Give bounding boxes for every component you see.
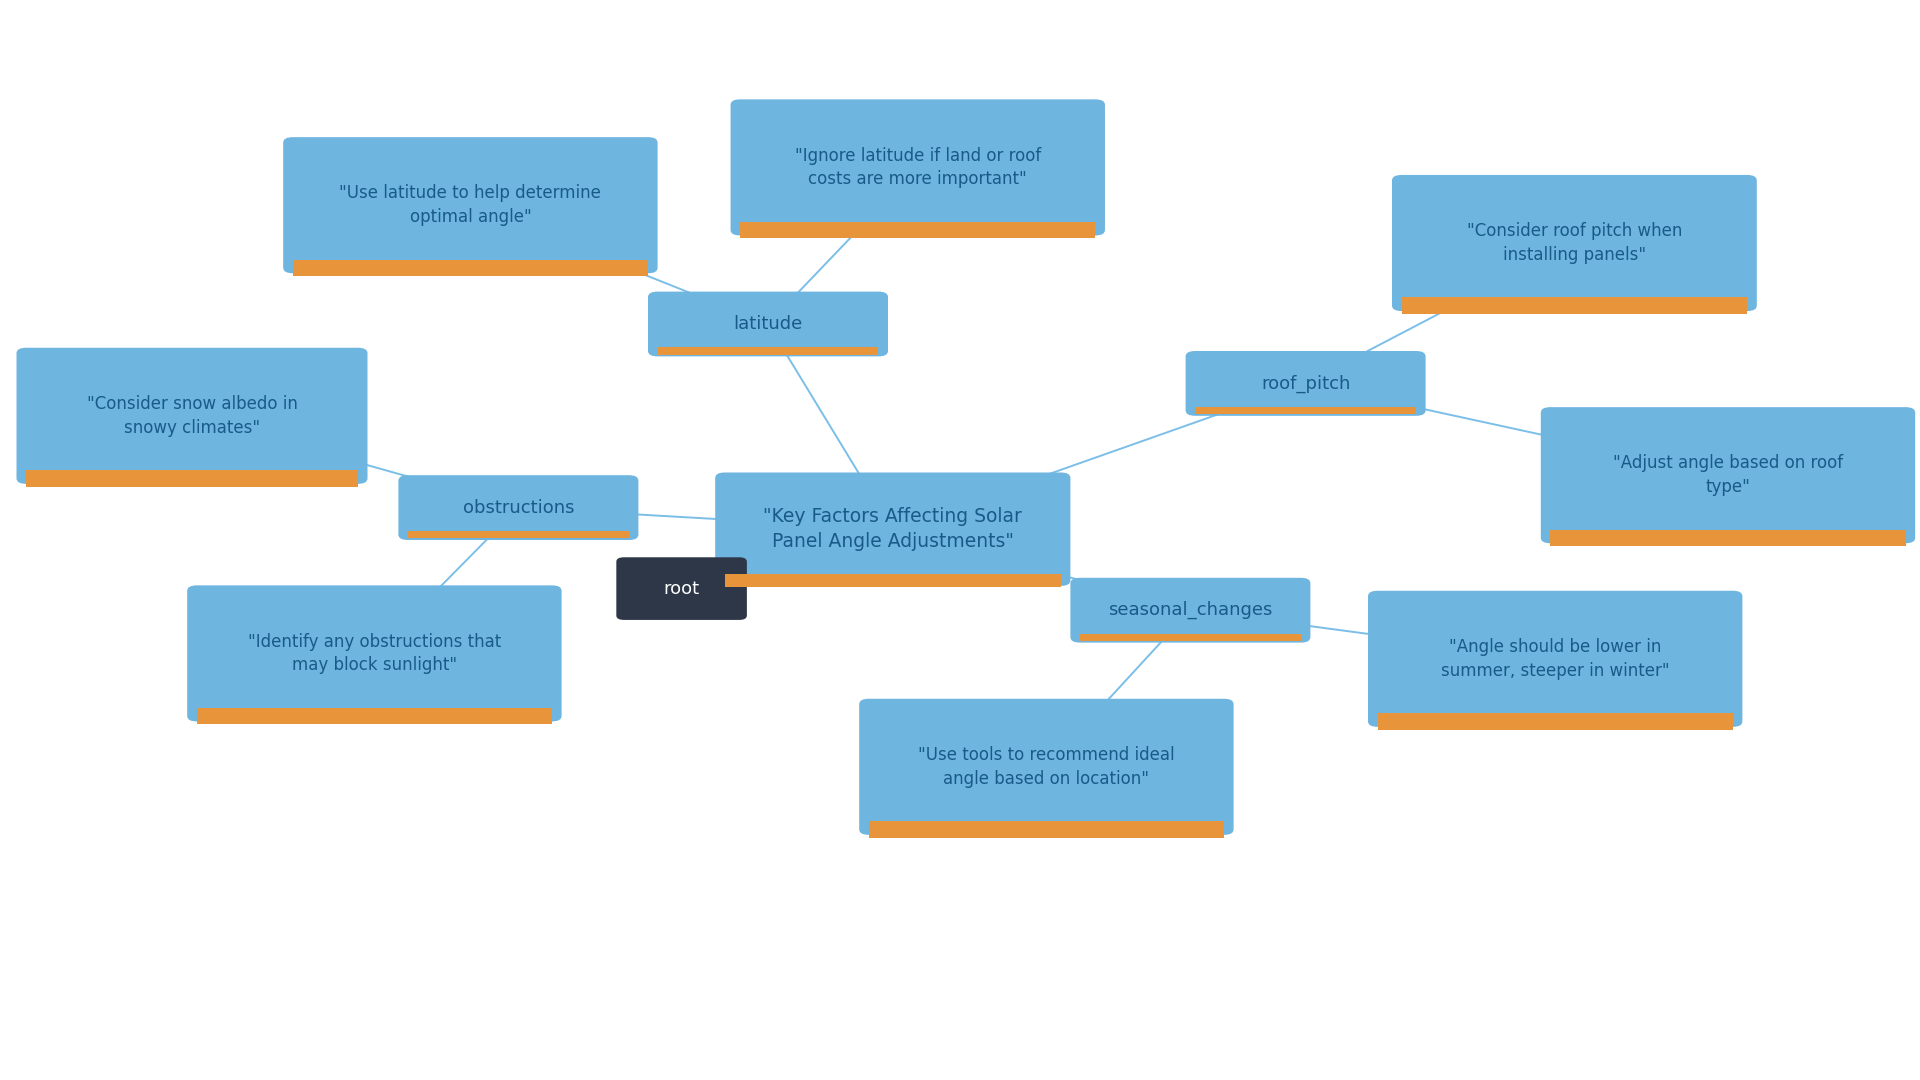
FancyBboxPatch shape xyxy=(1071,578,1309,643)
Text: "Use latitude to help determine
optimal angle": "Use latitude to help determine optimal … xyxy=(340,185,601,226)
Text: "Identify any obstructions that
may block sunlight": "Identify any obstructions that may bloc… xyxy=(248,633,501,674)
FancyBboxPatch shape xyxy=(730,99,1104,235)
FancyBboxPatch shape xyxy=(198,707,553,725)
FancyBboxPatch shape xyxy=(188,585,561,721)
Text: "Consider snow albedo in
snowy climates": "Consider snow albedo in snowy climates" xyxy=(86,395,298,436)
FancyBboxPatch shape xyxy=(1392,175,1757,311)
FancyBboxPatch shape xyxy=(714,473,1071,585)
FancyBboxPatch shape xyxy=(1540,407,1916,543)
FancyBboxPatch shape xyxy=(17,348,367,484)
FancyBboxPatch shape xyxy=(1187,351,1425,416)
Text: seasonal_changes: seasonal_changes xyxy=(1108,602,1273,619)
FancyBboxPatch shape xyxy=(616,557,747,620)
FancyBboxPatch shape xyxy=(726,573,1060,588)
FancyBboxPatch shape xyxy=(868,821,1225,838)
FancyBboxPatch shape xyxy=(284,137,657,273)
Text: latitude: latitude xyxy=(733,315,803,333)
FancyBboxPatch shape xyxy=(1402,297,1747,314)
FancyBboxPatch shape xyxy=(860,699,1235,835)
Text: "Adjust angle based on roof
type": "Adjust angle based on roof type" xyxy=(1613,455,1843,496)
Text: "Use tools to recommend ideal
angle based on location": "Use tools to recommend ideal angle base… xyxy=(918,746,1175,787)
FancyBboxPatch shape xyxy=(27,470,357,487)
FancyBboxPatch shape xyxy=(1367,591,1741,727)
Text: roof_pitch: roof_pitch xyxy=(1261,375,1350,392)
Text: root: root xyxy=(664,580,699,597)
FancyBboxPatch shape xyxy=(1551,529,1905,546)
Text: "Key Factors Affecting Solar
Panel Angle Adjustments": "Key Factors Affecting Solar Panel Angle… xyxy=(764,508,1021,551)
FancyBboxPatch shape xyxy=(1079,634,1302,640)
FancyBboxPatch shape xyxy=(657,348,879,354)
FancyBboxPatch shape xyxy=(399,475,637,540)
Text: obstructions: obstructions xyxy=(463,499,574,516)
Text: "Consider roof pitch when
installing panels": "Consider roof pitch when installing pan… xyxy=(1467,222,1682,264)
Text: "Ignore latitude if land or roof
costs are more important": "Ignore latitude if land or roof costs a… xyxy=(795,147,1041,188)
FancyBboxPatch shape xyxy=(1194,407,1417,414)
FancyBboxPatch shape xyxy=(409,531,630,538)
FancyBboxPatch shape xyxy=(292,259,649,276)
FancyBboxPatch shape xyxy=(739,221,1094,239)
FancyBboxPatch shape xyxy=(649,292,887,356)
FancyBboxPatch shape xyxy=(1379,713,1734,730)
Text: "Angle should be lower in
summer, steeper in winter": "Angle should be lower in summer, steepe… xyxy=(1440,638,1670,679)
